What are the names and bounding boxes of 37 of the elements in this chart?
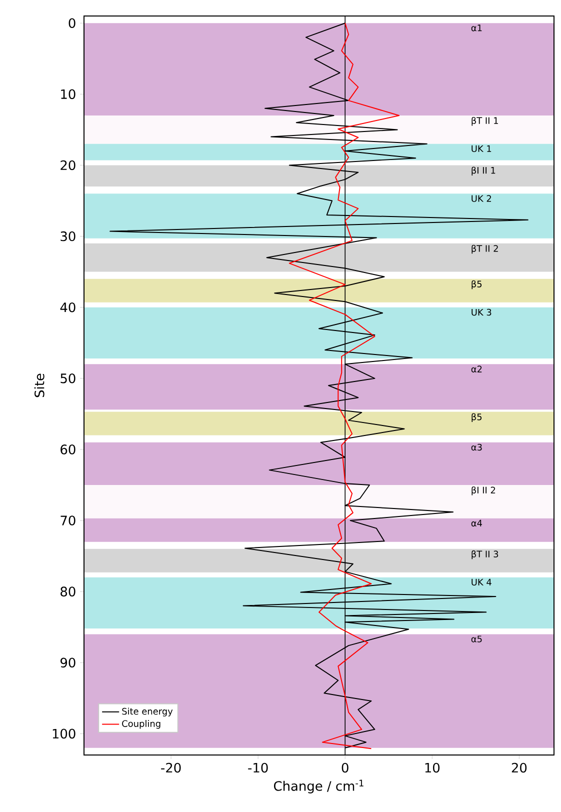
x-tick-label: -10	[248, 762, 268, 773]
line-series	[288, 22, 400, 750]
y-tick-label: 10	[61, 89, 76, 100]
band-label: α5	[471, 636, 482, 642]
y-tick-label: 70	[60, 516, 76, 526]
band-label: β5	[472, 280, 482, 290]
band-label: UK 1	[472, 145, 492, 152]
y-tick-label: 90	[60, 658, 76, 668]
y-tick-label: 60	[60, 444, 76, 454]
band-label: βI II 2	[472, 486, 496, 496]
legend-label: Site energy	[122, 708, 173, 716]
band-label: β5	[472, 413, 482, 422]
band-label: α1	[471, 24, 482, 32]
x-tick-label: 10	[425, 762, 440, 773]
y-tick-label: 30	[60, 231, 76, 242]
y-tick-label: 40	[60, 302, 76, 312]
y-axis-title: Site	[34, 374, 44, 398]
x-tick-label: 20	[512, 762, 527, 773]
band-label: α2	[471, 366, 482, 372]
legend-label: Coupling	[122, 720, 160, 729]
y-tick-label: 50	[60, 374, 76, 384]
band-label: α3	[471, 444, 482, 451]
band-label: UK 2	[472, 195, 491, 202]
band-label: UK 4	[472, 578, 492, 586]
x-tick-label: 0	[342, 762, 348, 773]
y-tick-label: 100	[52, 728, 76, 739]
y-tick-label: 80	[60, 586, 76, 596]
band-label: βI II 1	[472, 166, 496, 176]
y-tick-label: 20	[60, 160, 76, 170]
x-axis-title: Change / cm$^{-1}$	[274, 780, 364, 794]
y-tick-label: 0	[68, 18, 76, 28]
x-tick-label: -20	[161, 762, 181, 773]
band-label: βT II 3	[472, 550, 498, 560]
band-label: βT II 1	[472, 116, 498, 126]
band-label: α4	[471, 520, 482, 527]
band-label: UK 3	[472, 308, 492, 316]
band-label: βT II 2	[472, 244, 498, 254]
